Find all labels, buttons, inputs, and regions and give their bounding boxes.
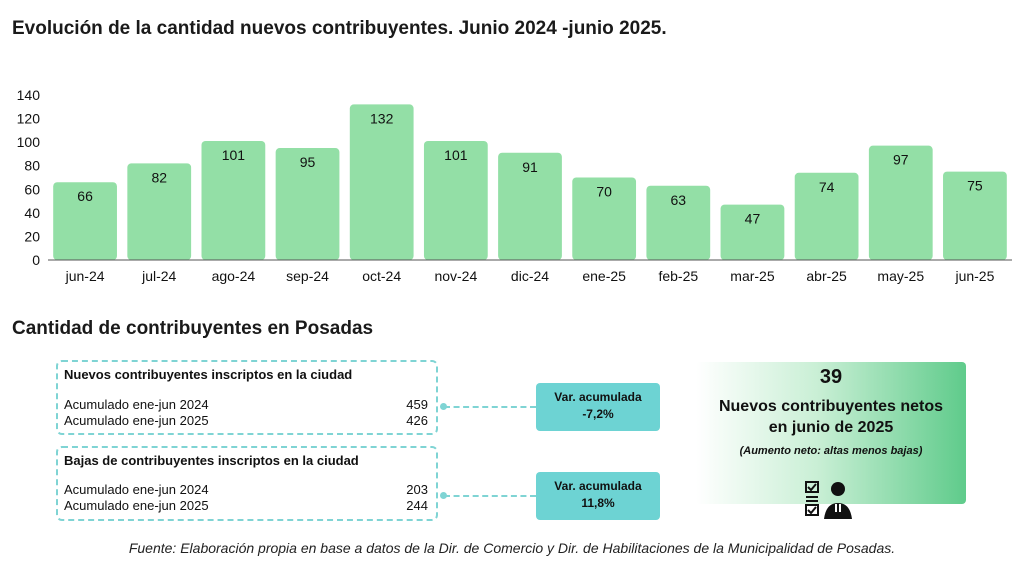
bar-chart: 0 20 40 60 80 100 120 140 66 82 101 95 132 101 91 70 63… <box>17 87 1012 284</box>
x-tick-label: sep-24 <box>286 268 329 284</box>
bar <box>201 140 266 260</box>
row-value: 459 <box>406 397 428 412</box>
variation-value: -7,2% <box>582 407 614 421</box>
bar <box>720 204 785 260</box>
row-label: Acumulado ene-jun 2024 <box>64 397 209 412</box>
dropped-taxpayers-box: Bajas de contribuyentes inscriptos en la… <box>56 446 438 521</box>
row-label: Acumulado ene-jun 2025 <box>64 498 209 513</box>
x-tick-label: abr-25 <box>806 268 847 284</box>
new-taxpayers-box: Nuevos contribuyentes inscriptos en la c… <box>56 360 438 435</box>
data-label: 75 <box>967 178 983 194</box>
bar <box>943 171 1007 260</box>
bar <box>868 145 933 260</box>
data-label: 101 <box>222 147 246 163</box>
data-label: 95 <box>300 154 316 170</box>
x-tick-label: ago-24 <box>212 268 256 284</box>
x-tick-label: jun-25 <box>954 268 994 284</box>
bar <box>646 185 711 260</box>
x-tick-label: nov-24 <box>434 268 477 284</box>
variation-badge: Var. acumulada 11,8% <box>536 472 660 520</box>
connector-dot <box>440 403 447 410</box>
data-label: 82 <box>151 169 167 185</box>
x-tick-label: ene-25 <box>582 268 626 284</box>
section-title: Cantidad de contribuyentes en Posadas <box>12 318 374 339</box>
bar <box>423 140 488 260</box>
box-title: Nuevos contribuyentes inscriptos en la c… <box>64 367 353 382</box>
net-title-line: Nuevos contribuyentes netos <box>718 398 944 415</box>
data-label: 91 <box>522 159 538 175</box>
row-value: 203 <box>406 482 428 497</box>
y-axis: 0 20 40 60 80 100 120 140 <box>17 87 41 268</box>
x-tick-label: dic-24 <box>511 268 549 284</box>
bar <box>498 152 562 260</box>
y-tick-label: 120 <box>17 111 41 127</box>
bar <box>572 177 637 260</box>
row-label: Acumulado ene-jun 2025 <box>64 413 209 428</box>
y-tick-label: 80 <box>24 158 40 174</box>
bar <box>794 172 859 260</box>
x-tick-label: oct-24 <box>362 268 401 284</box>
x-axis: jun-24 jul-24 ago-24 sep-24 oct-24 nov-24 dic-… <box>48 259 1012 284</box>
bar <box>275 148 340 260</box>
net-number: 39 <box>819 366 843 388</box>
row-label: Acumulado ene-jun 2024 <box>64 482 209 497</box>
variation-badge: Var. acumulada -7,2% <box>536 383 660 431</box>
data-label: 97 <box>893 152 909 168</box>
data-label: 66 <box>77 188 93 204</box>
row-value: 426 <box>406 413 428 428</box>
net-note: (Aumento neto: altas menos bajas) <box>739 445 923 457</box>
x-tick-label: mar-25 <box>730 268 775 284</box>
variation-label: Var. acumulada <box>554 390 642 404</box>
row-value: 244 <box>406 498 428 513</box>
net-title: Nuevos contribuyentes netos en junio de … <box>696 396 966 438</box>
x-tick-label: jul-24 <box>141 268 176 284</box>
connector-line <box>444 406 536 408</box>
bar <box>127 163 192 260</box>
bar <box>53 182 117 260</box>
connector-dot <box>440 492 447 499</box>
net-taxpayers-card: 39 Nuevos contribuyentes netos en junio … <box>696 362 966 519</box>
variation-value: 11,8% <box>581 496 615 510</box>
x-tick-label: jun-24 <box>65 268 105 284</box>
y-tick-label: 60 <box>24 181 40 197</box>
chart-title: Evolución de la cantidad nuevos contribu… <box>12 18 667 39</box>
data-label: 132 <box>370 110 394 126</box>
bars: 66 82 101 95 132 101 91 70 63 47 74 97 75 <box>53 104 1007 260</box>
y-tick-label: 100 <box>17 134 41 150</box>
bar <box>349 104 414 260</box>
data-label: 47 <box>745 211 761 227</box>
person-checklist-icon <box>805 481 852 519</box>
y-tick-label: 40 <box>24 205 40 221</box>
variation-label: Var. acumulada <box>554 479 642 493</box>
box-title: Bajas de contribuyentes inscriptos en la… <box>64 453 359 468</box>
y-tick-label: 0 <box>32 252 40 268</box>
data-label: 70 <box>596 184 612 200</box>
connector-line <box>444 495 536 497</box>
source-note: Fuente: Elaboración propia en base a dat… <box>128 540 896 556</box>
y-tick-label: 20 <box>24 228 40 244</box>
y-tick-label: 140 <box>17 87 41 103</box>
data-label: 101 <box>444 147 468 163</box>
x-tick-label: feb-25 <box>658 268 698 284</box>
data-label: 63 <box>671 192 687 208</box>
net-title-line: en junio de 2025 <box>768 419 894 436</box>
x-tick-label: may-25 <box>877 268 924 284</box>
data-label: 74 <box>819 179 835 195</box>
